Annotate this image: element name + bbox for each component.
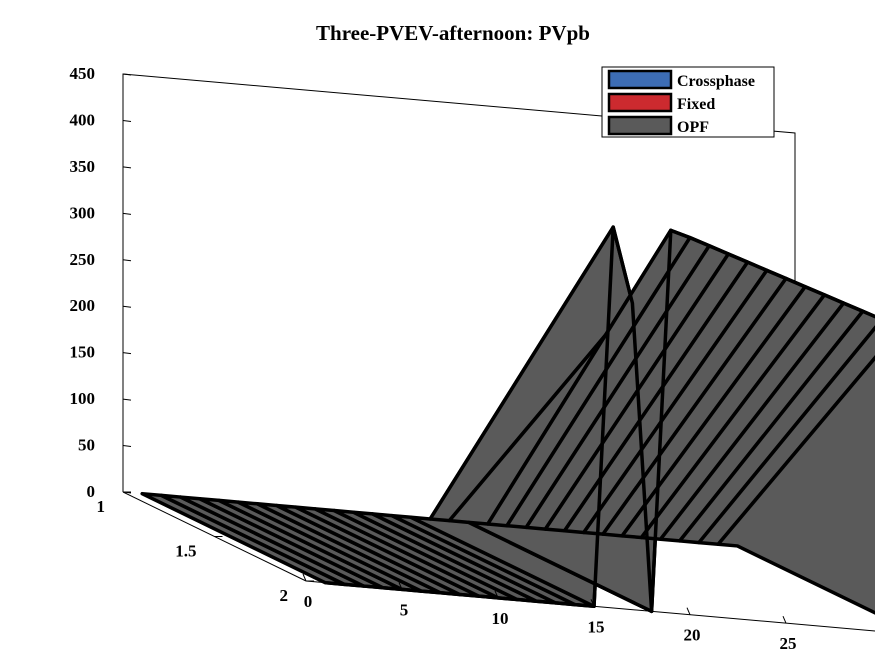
z-tick-label: 100	[70, 389, 96, 408]
x-tick-label: 5	[400, 600, 409, 619]
surface-grid-line	[295, 506, 480, 598]
y-tick-label: 1.5	[175, 542, 196, 561]
x-tick-label: 20	[684, 626, 701, 645]
legend-label-fixed: Fixed	[677, 96, 715, 113]
legend-swatch-crossphase	[607, 69, 673, 90]
z-tick-label: 150	[70, 343, 96, 362]
surface-grid-line	[141, 492, 326, 584]
surface-grid-line	[160, 494, 345, 586]
legend-swatch-opf	[607, 115, 673, 136]
z-tick-mark	[122, 398, 132, 401]
legend-label-crossphase: Crossphase	[677, 73, 755, 90]
z-tick-mark	[122, 119, 132, 122]
z-tick-mark	[122, 166, 132, 169]
surface-face	[716, 355, 875, 615]
x-tick-label: 25	[780, 634, 797, 653]
z-tick-mark	[122, 73, 132, 76]
z-tick-mark	[122, 352, 132, 355]
z-tick-label: 400	[70, 110, 96, 129]
surface-grid-line	[314, 507, 499, 600]
z-tick-label: 200	[70, 296, 96, 315]
z-tick-mark	[122, 305, 132, 308]
z-tick-label: 0	[87, 482, 96, 501]
z-tick-label: 300	[70, 203, 96, 222]
z-tick-mark	[122, 445, 132, 448]
surface-grid-line	[256, 502, 441, 594]
surface-grid-line	[333, 509, 518, 601]
chart-title: Three-PVEV-afternoon: PVpb	[316, 21, 590, 45]
surface-grid-line	[237, 500, 422, 593]
z-tick-mark	[122, 259, 132, 262]
surface-grid-line	[199, 497, 384, 589]
surface-face	[678, 309, 875, 545]
z-tick-label: 350	[70, 157, 96, 176]
z-tick-label: 450	[70, 64, 96, 83]
x-tick-mark	[398, 582, 403, 590]
surface-grid-line	[372, 512, 557, 605]
surface-grid-line	[391, 514, 576, 606]
legend-swatch-fixed	[607, 92, 673, 113]
surface-grid-line	[352, 511, 537, 603]
surface-grid-line	[468, 521, 653, 613]
surface-grid-line	[410, 516, 595, 608]
y-tick-label: 2	[280, 586, 289, 605]
surface-face	[697, 325, 875, 547]
x-tick-mark	[590, 599, 595, 607]
z-tick-mark	[122, 212, 132, 215]
z-tick-label: 50	[78, 436, 95, 455]
surface-grid-line	[218, 499, 403, 591]
x-tick-label: 0	[304, 592, 313, 611]
axis-ticks: 0501001502002503003504004500510152025303…	[70, 64, 797, 653]
x-tick-label: 15	[588, 617, 605, 636]
surface-front-edge	[325, 225, 875, 614]
z-tick-label: 250	[70, 250, 96, 269]
y-tick-label: 1	[97, 497, 106, 516]
x-tick-mark	[302, 573, 307, 582]
surface-grid-line	[736, 544, 875, 615]
surface-plot	[140, 225, 875, 615]
legend-label-opf: OPF	[677, 119, 709, 136]
x-tick-mark	[494, 590, 499, 599]
surface-grid-line	[180, 495, 365, 588]
surface-grid-line	[276, 504, 461, 596]
x-tick-mark	[782, 615, 787, 624]
x-tick-label: 10	[492, 609, 509, 628]
x-tick-mark	[686, 607, 691, 615]
legend: Crossphase Fixed OPF	[601, 66, 775, 138]
